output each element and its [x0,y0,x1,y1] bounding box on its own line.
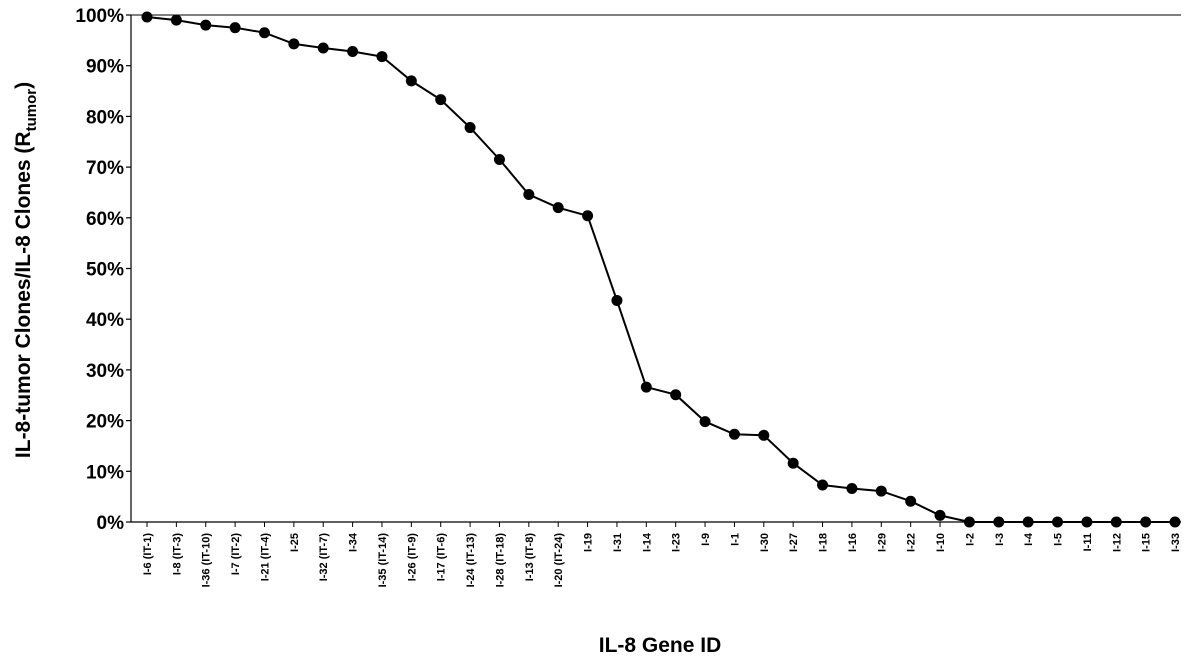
data-point [405,75,417,87]
x-tick-label: I-18 [818,533,830,552]
data-point [640,381,652,393]
x-tick-label: I-7 (IT-2) [230,533,242,576]
y-tick-label: 80% [86,107,124,128]
data-point [347,46,359,58]
y-tick-label: 100% [75,6,124,27]
x-tick-label: I-26 (IT-9) [406,533,418,582]
x-tick-label: I-20 (IT-24) [553,533,565,588]
data-point [787,457,799,469]
y-tick-label: 60% [86,209,124,230]
data-point [141,11,153,23]
data-point [934,509,946,521]
y-axis-ticks: 0% 10% 20% 30% 40% 50% 60% 70% 80% 90% 100% [75,6,131,534]
x-tick-label: I-28 (IT-18) [494,533,506,588]
y-tick-label: 10% [86,462,124,483]
data-point [435,94,447,106]
data-point [699,416,711,428]
x-tick-label: I-32 (IT-7) [318,533,330,582]
data-point [1081,516,1093,528]
y-axis-title-main: IL-8-tumor Clones/IL-8 Clones (R [12,131,35,458]
data-point [317,42,329,54]
data-point [1110,516,1122,528]
x-tick-label: I-13 (IT-8) [524,533,536,582]
y-tick-label: 50% [86,260,124,281]
y-tick-label: 90% [86,57,124,78]
data-point [1052,516,1064,528]
series [141,11,1181,528]
data-point [229,22,241,34]
x-tick-label: I-21 (IT-4) [259,533,271,582]
x-tick-label: I-24 (IT-13) [465,533,477,588]
y-axis-title: IL-8-tumor Clones/IL-8 Clones (Rtumor) [12,82,40,458]
x-tick-label: I-34 [348,532,360,552]
data-point [1022,516,1034,528]
x-tick-label: I-25 [289,533,301,552]
data-point [200,19,212,31]
x-tick-label: I-23 [671,533,683,552]
x-tick-label: I-2 [964,533,976,546]
x-axis-ticks: I-6 (IT-1) I-8 (IT-3) I-36 (IT-10) I-7 (IT-… [142,522,1182,587]
x-tick-label: I-35 (IT-14) [377,533,389,588]
data-point [493,153,505,165]
x-tick-label: I-33 [1170,533,1182,552]
data-point [993,516,1005,528]
data-point [288,38,300,50]
data-point [817,479,829,491]
x-tick-label: I-27 [788,533,800,552]
x-tick-label: I-16 [847,533,859,552]
x-tick-label: I-5 [1053,533,1065,546]
y-tick-label: 70% [86,158,124,179]
y-axis-title-suffix: ) [12,82,35,89]
x-tick-label: I-1 [729,533,741,546]
x-tick-label: I-31 [612,533,624,552]
x-tick-label: I-9 [700,533,712,546]
data-point [582,210,594,222]
x-tick-label: I-8 (IT-3) [171,533,183,576]
y-axis-title-subscript: tumor [23,89,40,132]
x-tick-label: I-29 [876,533,888,552]
data-point [670,389,682,401]
x-tick-label: I-3 [994,533,1006,546]
data-point [846,483,858,495]
data-point [258,27,270,39]
data-point [376,51,388,63]
data-point [905,495,917,507]
y-tick-label: 40% [86,310,124,331]
y-tick-label: 0% [97,513,125,534]
x-tick-label: I-12 [1111,533,1123,552]
x-tick-label: I-4 [1023,532,1035,546]
data-point [1169,516,1181,528]
data-point [552,202,564,214]
y-tick-label: 20% [86,412,124,433]
x-tick-label: I-19 [583,533,595,552]
axes [130,14,1181,523]
x-axis-title: IL-8 Gene ID [599,634,722,657]
x-tick-label: I-11 [1082,533,1094,551]
data-point [464,122,476,134]
data-point [963,516,975,528]
x-tick-label: I-10 [935,533,947,552]
x-tick-label: I-22 [906,533,918,552]
y-tick-label: 30% [86,361,124,382]
x-tick-label: I-14 [641,532,653,552]
data-point [1140,516,1152,528]
x-tick-label: I-30 [759,533,771,552]
data-point [758,429,770,441]
x-tick-label: I-15 [1141,533,1153,552]
series-line [146,16,1175,523]
data-point [728,428,740,440]
x-tick-label: I-17 (IT-6) [436,533,448,582]
x-tick-label: I-36 (IT-10) [201,533,213,588]
data-point [170,14,182,26]
data-point [611,294,623,306]
data-point [875,485,887,497]
x-tick-label: I-6 (IT-1) [142,533,154,576]
data-point [523,188,535,200]
